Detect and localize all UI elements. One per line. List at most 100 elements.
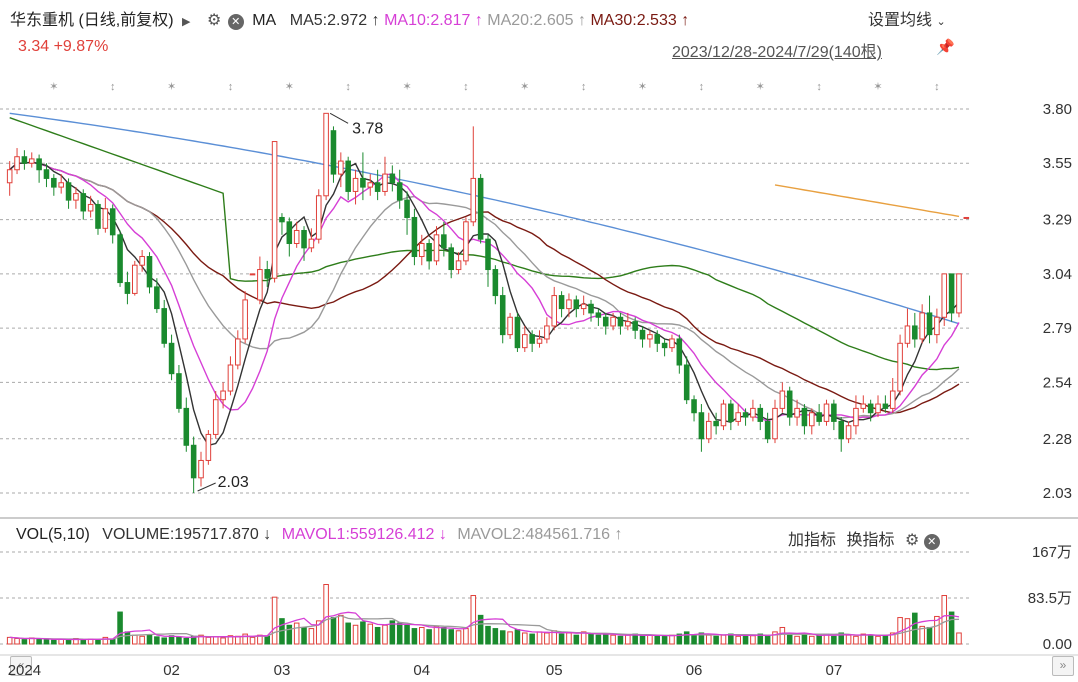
volume-bar	[867, 634, 874, 645]
vol-label[interactable]: VOL(5,10)	[16, 526, 90, 543]
volume-bar	[6, 636, 13, 645]
chart-header: 华东重机 (日线,前复权) ▶ ⚙ ✕ MA MA5:2.972 ↑ MA10:…	[10, 6, 689, 30]
candle-body	[426, 243, 432, 262]
candle-body	[65, 182, 72, 201]
candle-body	[382, 173, 388, 192]
volume-header: VOL(5,10) VOLUME:195717.870 ↓ MAVOL1:559…	[16, 526, 622, 544]
candle-body	[897, 342, 903, 392]
price-tick-label: 2.79	[1043, 320, 1072, 337]
indicator-name[interactable]: MA	[252, 12, 276, 29]
scroll-left-button[interactable]: «	[10, 656, 32, 676]
close-icon[interactable]: ✕	[923, 534, 940, 550]
scroll-right-button[interactable]: »	[1052, 656, 1074, 676]
candle-body	[882, 403, 889, 409]
candle-body	[919, 312, 925, 340]
candle-body	[499, 295, 506, 336]
event-marker: ↕	[345, 81, 351, 93]
volume-bar	[367, 623, 374, 645]
volume-bar	[463, 628, 469, 645]
volume-bar	[926, 626, 933, 645]
candle-body	[455, 260, 462, 271]
volume-bar	[713, 635, 719, 645]
caret-right-icon[interactable]: ▶	[182, 16, 191, 28]
gear-icon[interactable]: ⚙	[904, 532, 920, 549]
event-marker: ↕	[110, 81, 116, 93]
switch-indicator-button[interactable]: 换指标	[846, 532, 895, 549]
volume-bar	[625, 634, 631, 645]
ma-settings-button[interactable]: 设置均线 ⌄	[868, 6, 946, 30]
volume-bar	[338, 614, 344, 645]
volume-bar	[934, 615, 940, 645]
candle-body	[109, 208, 116, 236]
candle-body	[853, 407, 859, 427]
candle-body	[750, 407, 756, 418]
low-label: 2.03	[218, 474, 249, 491]
candle-body	[728, 403, 734, 422]
pin-icon[interactable]: 📌	[936, 39, 955, 56]
candle-body	[51, 177, 57, 188]
volume-bar	[536, 631, 543, 645]
volume-bar	[146, 634, 153, 645]
candle-body	[271, 141, 278, 279]
volume-bar	[845, 634, 852, 645]
volume-bar	[720, 634, 727, 645]
volume-bar	[507, 631, 513, 645]
time-tick-label: 03	[274, 662, 291, 679]
volume-label: VOLUME:195717.870	[102, 526, 259, 543]
candle-body	[411, 216, 418, 258]
volume-bar	[418, 626, 425, 645]
candle-body	[794, 407, 800, 418]
volume-down-arrow-icon: ↓	[263, 526, 272, 543]
candle-body	[198, 459, 204, 479]
price-tick-label: 2.28	[1043, 431, 1072, 448]
ma5-up-arrow-icon: ↑	[371, 12, 380, 29]
volume-bar	[102, 636, 109, 645]
volume-bar	[676, 633, 683, 645]
candle-body	[396, 182, 403, 201]
candle-body	[323, 112, 329, 197]
candle-body	[448, 247, 454, 271]
price-change: 3.34 +9.87%	[18, 38, 109, 55]
volume-bar	[794, 635, 800, 645]
volume-bar	[43, 639, 50, 645]
candle-body	[713, 420, 719, 427]
date-range[interactable]: 2023/12/28-2024/7/29(140根)	[672, 44, 882, 61]
volume-bar	[249, 636, 256, 645]
candle-body	[661, 342, 668, 349]
close-icon[interactable]: ✕	[227, 14, 244, 30]
stock-name[interactable]: 华东重机	[10, 12, 75, 29]
candle-body	[720, 403, 727, 427]
candle-body	[146, 256, 153, 288]
volume-bar	[426, 629, 432, 645]
volume-tools: 加指标 换指标 ⚙ ✕	[788, 526, 940, 550]
candle-body	[764, 420, 771, 440]
low-pointer	[197, 482, 216, 492]
candle-body	[625, 321, 631, 327]
price-tick-label: 3.04	[1043, 266, 1072, 283]
price-tick-label: 3.29	[1043, 212, 1072, 229]
volume-bar	[293, 622, 300, 645]
candle-body	[28, 158, 35, 164]
ma10-line	[9, 161, 960, 422]
volume-tick-label: 167万	[1032, 544, 1072, 561]
high-label: 3.78	[352, 120, 383, 137]
candle-body	[904, 325, 911, 344]
volume-bar	[889, 632, 896, 645]
event-marker: ↕	[816, 81, 822, 93]
volume-bar	[117, 611, 123, 645]
volume-tick-label: 83.5万	[1028, 590, 1072, 607]
volume-bar	[772, 631, 778, 645]
candle-body	[786, 390, 793, 418]
candle-body	[168, 342, 175, 375]
candle-body	[227, 364, 234, 392]
adjust-mode[interactable]: (日线,前复权)	[78, 12, 174, 29]
candle-body	[522, 334, 528, 349]
volume-bar	[742, 634, 749, 645]
gear-icon[interactable]: ⚙	[206, 12, 222, 29]
volume-bar	[764, 635, 771, 645]
volume-bar	[183, 637, 190, 645]
add-indicator-button[interactable]: 加指标	[788, 532, 837, 549]
volume-bar	[786, 634, 793, 645]
volume-bar	[580, 631, 587, 645]
